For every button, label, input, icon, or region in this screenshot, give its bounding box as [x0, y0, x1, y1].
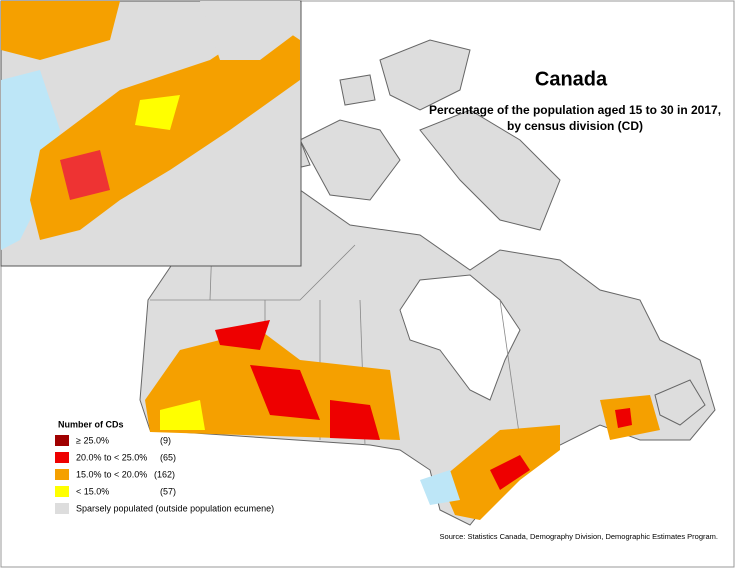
- newfoundland: [654, 379, 706, 426]
- alberta-red: [215, 320, 270, 350]
- island: [299, 119, 401, 201]
- legend-swatch: [55, 486, 69, 497]
- legend-swatch: [55, 452, 69, 463]
- legend-swatch: [55, 469, 69, 480]
- legend-label: 15.0% to < 20.0%: [76, 469, 147, 479]
- legend-label: < 15.0%: [76, 486, 109, 496]
- bc-yellow: [160, 400, 205, 430]
- legend-label: Sparsely populated (outside population e…: [76, 503, 274, 513]
- legend-swatch: [55, 435, 69, 446]
- great-lakes: [420, 470, 460, 505]
- island: [379, 39, 471, 111]
- inset-yellow: [135, 95, 180, 130]
- subtitle: by census division (CD): [507, 119, 643, 133]
- inset-map: [0, 0, 302, 267]
- subtitle: Percentage of the population aged 15 to …: [429, 103, 721, 117]
- island: [419, 109, 561, 231]
- east-red: [490, 455, 530, 490]
- maritime-red: [615, 408, 632, 428]
- legend-label: ≥ 25.0%: [76, 435, 109, 445]
- legend-count: (162): [154, 469, 175, 479]
- legend-count: (65): [160, 452, 176, 462]
- hudson-bay: [399, 274, 521, 401]
- inset-gray: [200, 1, 300, 60]
- legend-count: (9): [160, 435, 171, 445]
- legend-swatch: [55, 503, 69, 514]
- title: Canada: [535, 68, 608, 90]
- legend-count: (57): [160, 486, 176, 496]
- source: Source: Statistics Canada, Demography Di…: [440, 532, 718, 541]
- prairie-red: [330, 400, 380, 440]
- legend-label: 20.0% to < 25.0%: [76, 452, 147, 462]
- prairie-red: [250, 365, 320, 420]
- legend: Number of CDs ≥ 25.0% (9) 20.0% to < 25.…: [55, 419, 274, 514]
- inset-north: [1, 1, 120, 60]
- inset-red: [60, 150, 110, 200]
- inset-lake: [1, 70, 60, 250]
- legend-title: Number of CDs: [58, 419, 124, 429]
- island: [339, 74, 376, 106]
